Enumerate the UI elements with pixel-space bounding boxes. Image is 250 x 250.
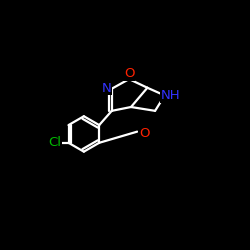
Text: Cl: Cl	[48, 136, 61, 149]
Text: O: O	[124, 67, 134, 80]
Text: N: N	[102, 82, 111, 95]
Text: O: O	[139, 128, 149, 140]
Text: NH: NH	[161, 89, 180, 102]
